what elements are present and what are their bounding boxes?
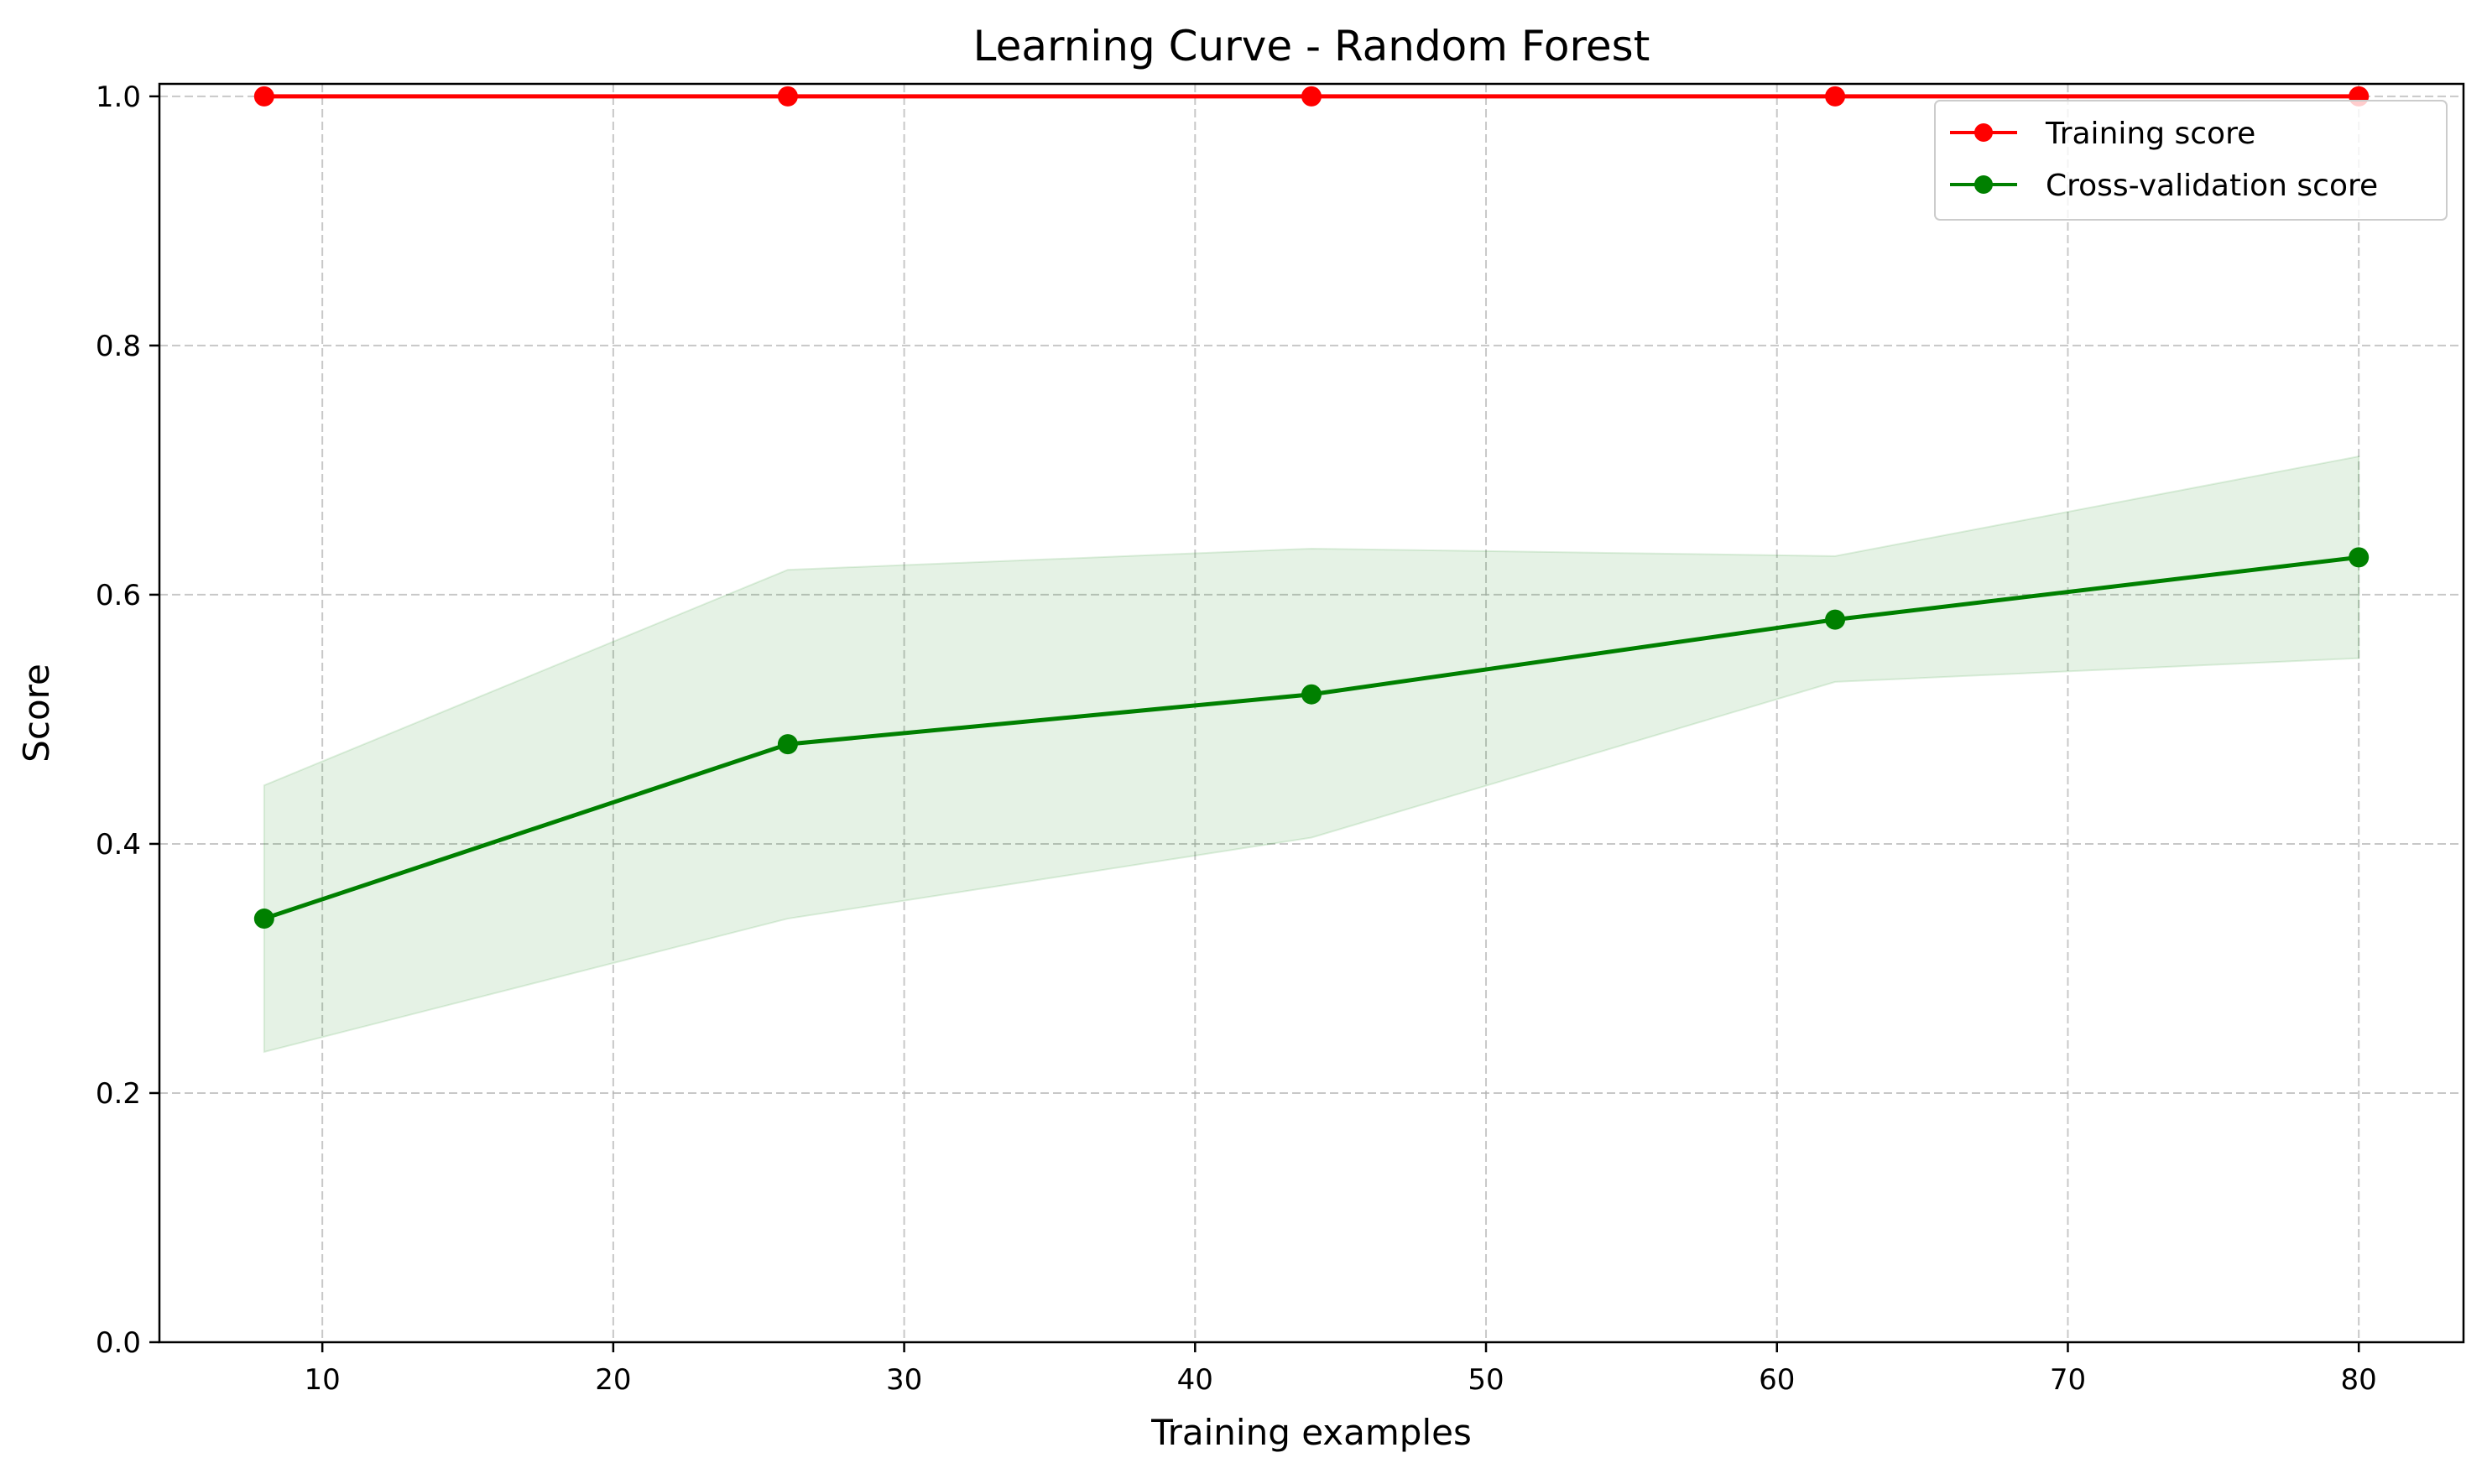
y-tick-label-1: 0.2: [96, 1077, 141, 1111]
series-1-point-2: [1301, 684, 1322, 705]
series-0-point-3: [1825, 86, 1846, 107]
series-0-point-0: [253, 86, 274, 107]
chart-title: Learning Curve - Random Forest: [973, 22, 1650, 70]
legend: Training score Cross-validation score: [1934, 100, 2448, 221]
x-tick-label-4: 50: [1468, 1363, 1504, 1397]
x-tick-label-0: 10: [305, 1363, 341, 1397]
legend-label-cross-validation: Cross-validation score: [2046, 169, 2378, 203]
legend-marker-training: [1974, 123, 1993, 142]
y-axis-label: Score: [16, 664, 57, 763]
series-1-point-1: [777, 734, 798, 755]
y-tick-label-0: 0.0: [96, 1326, 141, 1360]
x-tick-label-2: 30: [886, 1363, 922, 1397]
series-0-point-2: [1301, 86, 1322, 107]
plot-frame: [158, 82, 2465, 1344]
x-tick-label-5: 60: [1759, 1363, 1795, 1397]
y-tick-label-4: 0.8: [96, 330, 141, 363]
x-tick-label-3: 40: [1177, 1363, 1213, 1397]
x-axis-label: Training examples: [1150, 1412, 1472, 1453]
series-0-point-1: [777, 86, 798, 107]
band-layer: [263, 455, 2360, 1054]
x-axis-ticks: 10 20 30 40 50 60 70 80: [305, 1342, 2377, 1397]
x-tick-label-7: 80: [2341, 1363, 2377, 1397]
y-axis-ticks: 0.0 0.2 0.4 0.6 0.8 1.0: [96, 81, 159, 1360]
x-tick-label-1: 20: [595, 1363, 631, 1397]
y-tick-label-3: 0.6: [96, 579, 141, 612]
x-tick-label-6: 70: [2050, 1363, 2086, 1397]
confidence-band-1: [263, 455, 2360, 1054]
series-1-point-4: [2349, 547, 2370, 568]
series-1-point-0: [253, 909, 274, 929]
legend-marker-cross-validation: [1974, 175, 1993, 194]
series-1-point-3: [1825, 609, 1846, 630]
y-tick-label-2: 0.4: [96, 828, 141, 862]
y-tick-label-5: 1.0: [96, 81, 141, 114]
legend-box: [1934, 100, 2448, 221]
legend-label-training: Training score: [2045, 117, 2255, 151]
